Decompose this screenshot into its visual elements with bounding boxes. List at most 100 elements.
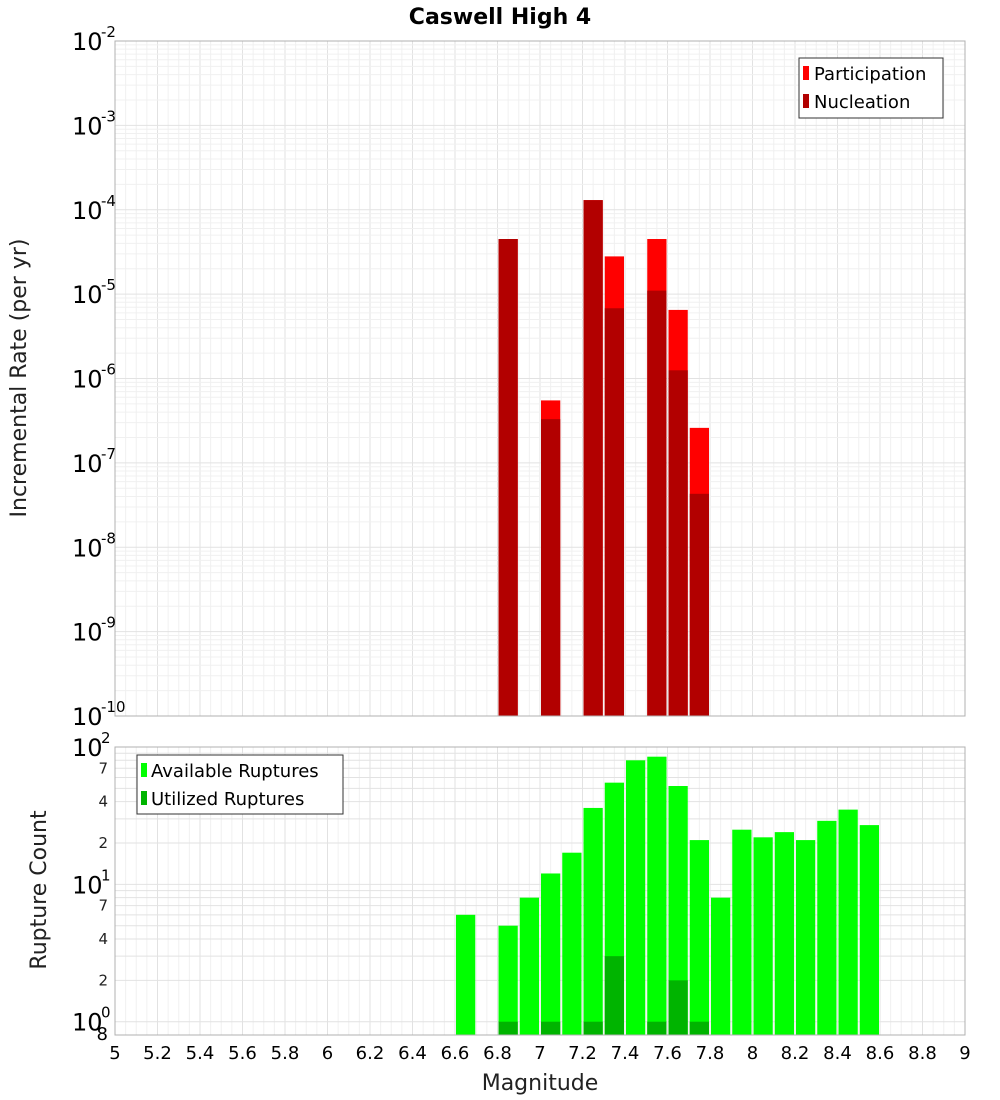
y-tick-base: 10 <box>72 197 103 225</box>
y-tick-exponent: -2 <box>101 23 116 41</box>
y-tick-label: 10-7 <box>72 445 116 478</box>
x-tick-label: 5.8 <box>271 1043 300 1064</box>
y-tick-base: 10 <box>72 281 103 309</box>
x-tick-label: 6.2 <box>356 1043 385 1064</box>
legend-swatch-nucleation <box>803 94 809 108</box>
top-plot-frame <box>114 40 966 717</box>
y-tick-exponent: -5 <box>101 276 116 294</box>
bar-nucleation <box>689 493 709 716</box>
y-tick-exponent: 1 <box>101 866 111 884</box>
x-tick-label: 8.8 <box>908 1043 937 1064</box>
y-tick-label: 10-9 <box>72 614 116 647</box>
bar-available-ruptures <box>647 756 667 1035</box>
bar-available-ruptures <box>562 852 582 1035</box>
x-tick-label: 7.6 <box>653 1043 682 1064</box>
bar-nucleation <box>583 200 603 716</box>
x-tick-label: 8.6 <box>866 1043 895 1064</box>
x-tick-label: 5.6 <box>228 1043 257 1064</box>
y-tick-exponent: -9 <box>101 614 116 632</box>
y-tick-exponent: 2 <box>101 729 111 747</box>
y-tick-base: 10 <box>72 703 103 731</box>
y-tick-label: 10-8 <box>72 529 116 562</box>
bottom-legend: Available Ruptures Utilized Ruptures <box>136 754 344 815</box>
y-tick-exponent: -10 <box>101 698 126 716</box>
legend-label-nucleation: Nucleation <box>814 92 910 113</box>
x-tick-label: 8 <box>747 1043 758 1064</box>
bottom-y-axis-label: Rupture Count <box>27 810 52 970</box>
bar-available-ruptures <box>753 837 773 1035</box>
bar-utilized-ruptures <box>604 956 624 1035</box>
bar-available-ruptures <box>541 873 561 1035</box>
x-axis-label: Magnitude <box>482 1071 599 1096</box>
x-tick-label: 6.8 <box>483 1043 512 1064</box>
y-tick-base: 10 <box>72 366 103 394</box>
bar-utilized-ruptures <box>498 1021 518 1035</box>
top-legend: Participation Nucleation <box>798 57 944 119</box>
y-tick-label: 10-5 <box>72 276 116 309</box>
y-tick-base: 10 <box>72 450 103 478</box>
y-tick-exponent: -8 <box>101 529 116 547</box>
x-tick-label: 7.2 <box>568 1043 597 1064</box>
bar-utilized-ruptures <box>668 980 688 1035</box>
bar-nucleation <box>541 419 561 716</box>
bottom-plot-bars <box>456 756 879 1035</box>
y-tick-label: 102 <box>72 729 111 762</box>
legend-label-participation: Participation <box>814 64 926 85</box>
y-tick-base: 10 <box>72 112 103 140</box>
x-tick-label: 5.4 <box>186 1043 215 1064</box>
y-minor-tick-label: 8 <box>97 1024 108 1045</box>
bar-nucleation <box>604 308 624 716</box>
bar-utilized-ruptures <box>647 1021 667 1035</box>
y-tick-label: 10-3 <box>72 107 116 140</box>
bar-available-ruptures <box>626 760 646 1035</box>
x-tick-label: 8.4 <box>823 1043 852 1064</box>
bar-available-ruptures <box>732 829 752 1035</box>
y-tick-base: 10 <box>72 1009 103 1037</box>
y-tick-base: 10 <box>72 619 103 647</box>
bar-nucleation <box>647 290 667 716</box>
bar-available-ruptures <box>817 820 837 1035</box>
x-tick-label: 9 <box>959 1043 970 1064</box>
x-tick-label: 8.2 <box>781 1043 810 1064</box>
bar-available-ruptures <box>456 914 476 1035</box>
y-tick-label: 10-4 <box>72 192 116 225</box>
bar-available-ruptures <box>796 840 816 1035</box>
bar-available-ruptures <box>689 840 709 1035</box>
y-tick-exponent: -6 <box>101 361 116 379</box>
y-minor-tick-label: 7 <box>98 759 108 777</box>
x-tick-label: 7.4 <box>611 1043 640 1064</box>
legend-label-available: Available Ruptures <box>151 761 319 782</box>
y-tick-base: 10 <box>72 734 103 762</box>
bar-available-ruptures <box>774 832 794 1035</box>
y-minor-tick-label: 4 <box>98 793 108 811</box>
y-minor-tick-label: 2 <box>98 834 108 852</box>
top-plot-bars <box>498 200 709 716</box>
bar-available-ruptures <box>711 897 731 1035</box>
bar-nucleation <box>498 239 518 716</box>
legend-swatch-utilized <box>141 791 147 805</box>
y-tick-exponent: 0 <box>101 1004 111 1022</box>
y-tick-base: 10 <box>72 28 103 56</box>
y-tick-label: 10-2 <box>72 23 116 56</box>
x-tick-label: 6 <box>322 1043 333 1064</box>
bar-available-ruptures <box>668 786 688 1035</box>
y-tick-exponent: -3 <box>101 107 116 125</box>
bar-nucleation <box>668 370 688 716</box>
x-tick-label: 5 <box>109 1043 120 1064</box>
y-tick-exponent: -7 <box>101 445 116 463</box>
bar-available-ruptures <box>583 807 603 1035</box>
x-tick-label: 6.4 <box>398 1043 427 1064</box>
bar-utilized-ruptures <box>689 1021 709 1035</box>
x-ticks: 5 5.2 5.4 5.6 5.8 6 6.2 6.4 6.6 6.8 7 7.2 7.4 7.6 7.8 8… <box>109 1043 970 1064</box>
top-y-axis-label: Incremental Rate (per yr) <box>7 239 32 518</box>
top-y-ticks: 10-210-310-410-510-610-710-810-910-10 <box>72 23 126 731</box>
y-tick-exponent: -4 <box>101 192 116 210</box>
y-tick-label: 10-6 <box>72 361 116 394</box>
bar-available-ruptures <box>519 897 539 1035</box>
bar-available-ruptures <box>498 925 518 1035</box>
y-tick-base: 10 <box>72 534 103 562</box>
legend-swatch-available <box>141 763 147 777</box>
bar-utilized-ruptures <box>541 1021 561 1035</box>
